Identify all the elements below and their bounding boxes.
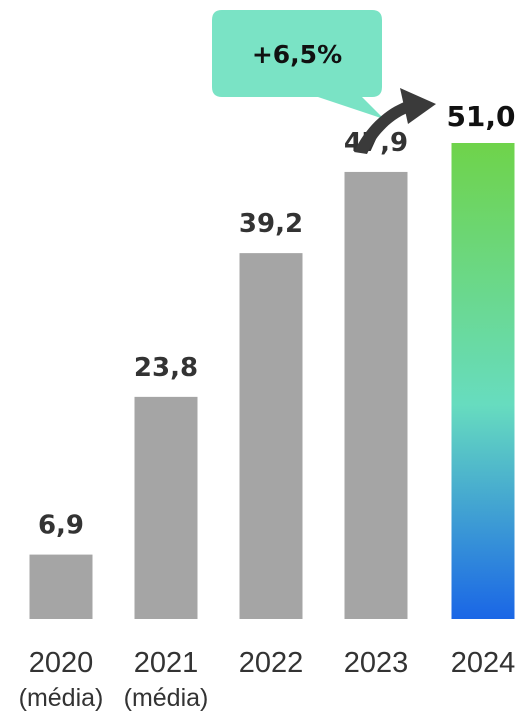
x-tick-sublabel-2020: (média) [19, 684, 104, 712]
x-tick-label-2021: 2021 [134, 647, 199, 679]
bar-2022 [239, 253, 303, 619]
value-label-2022: 39,2 [239, 209, 303, 239]
x-tick-label-2023: 2023 [344, 647, 409, 679]
growth-callout-label: +6,5% [252, 40, 342, 69]
growth-callout-bubble [212, 10, 384, 119]
bar-2023 [344, 171, 408, 619]
growth-annotation: +6,5% [212, 10, 436, 154]
bar-2021 [134, 396, 198, 619]
bar-2024 [451, 143, 515, 619]
x-tick-label-2024: 2024 [451, 647, 516, 679]
growth-arrow-head-icon [400, 88, 436, 124]
x-tick-label-2020: 2020 [29, 647, 94, 679]
value-label-2020: 6,9 [38, 511, 84, 541]
bar-2020 [29, 554, 93, 619]
x-tick-sublabel-2021: (média) [124, 684, 209, 712]
value-label-2024: 51,0 [446, 100, 515, 133]
bars-group [29, 143, 515, 619]
growth-arrow-icon [354, 100, 413, 154]
value-labels-group: 6,923,839,247,951,0 [38, 100, 516, 541]
x-tick-label-2022: 2022 [239, 647, 304, 679]
x-tick-labels-group: 2020 (média) 2021 (média) 2022 2023 2024 [19, 647, 516, 712]
value-label-2021: 23,8 [134, 353, 198, 383]
